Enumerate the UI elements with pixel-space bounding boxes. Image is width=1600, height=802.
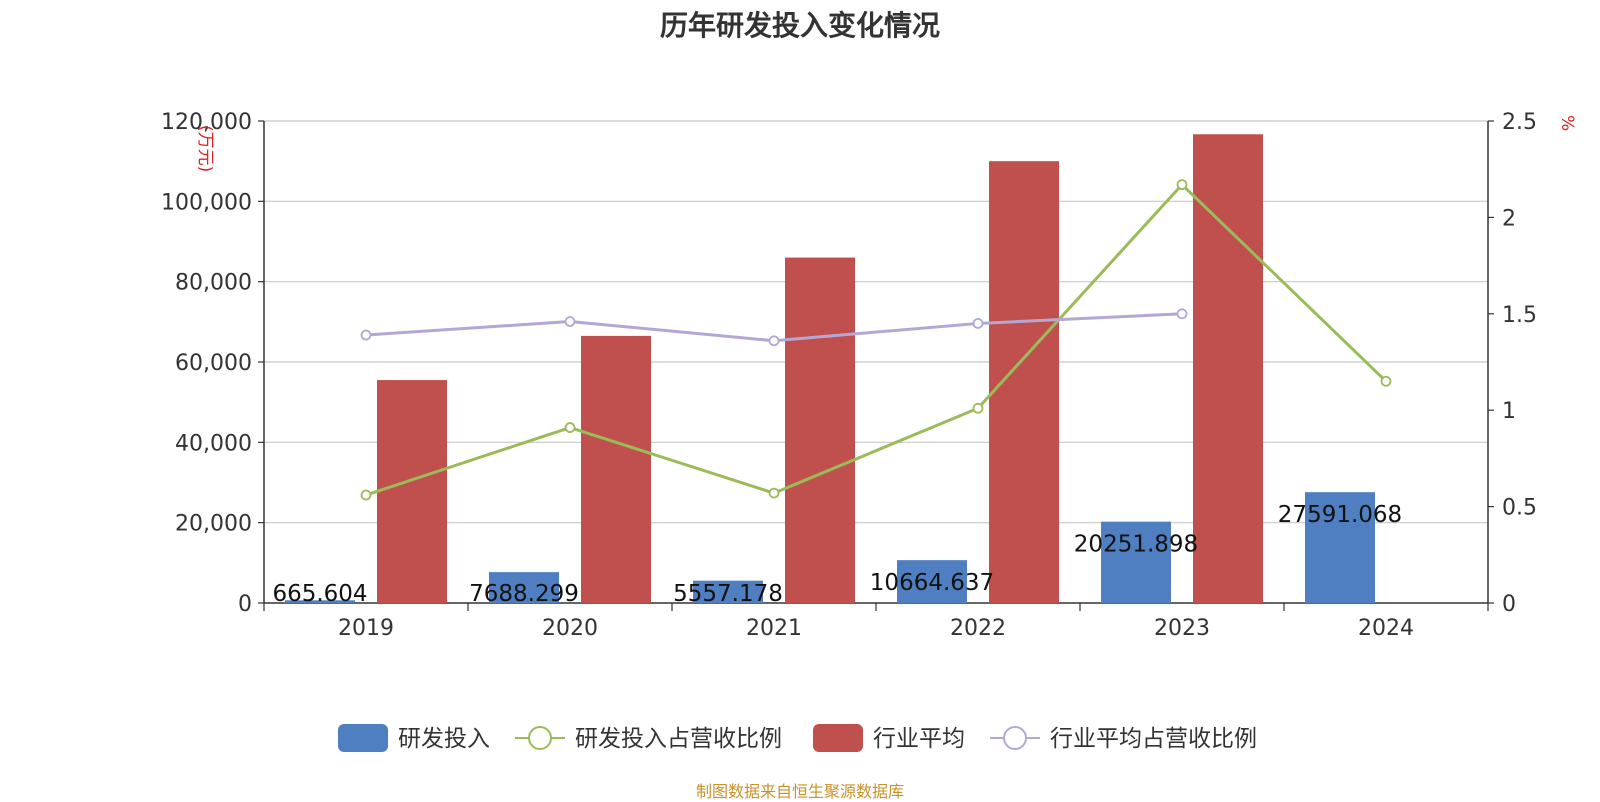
point-rd-ratio: [360, 489, 372, 501]
x-tick-label: 2021: [746, 616, 802, 641]
x-tick-label: 2020: [542, 616, 598, 641]
bar-industry-average: [785, 257, 855, 603]
y-left-tick-label: 0: [238, 592, 252, 617]
y-left-tick-label: 120,000: [161, 110, 252, 135]
x-tick-label: 2019: [338, 616, 394, 641]
legend-item: 研发投入: [338, 724, 490, 752]
bar-industry-average: [377, 380, 447, 603]
bar-data-label: 27591.068: [1278, 502, 1402, 528]
data-labels: 665.604 7688.299 5557.178 10664.637 20251.89…: [272, 502, 1402, 607]
bar-data-label: 665.604: [272, 581, 367, 607]
chart-title: 历年研发投入变化情况: [659, 9, 940, 42]
x-tick-label: 2023: [1154, 616, 1210, 641]
point-industry-ratio: [768, 335, 780, 347]
bars: [285, 134, 1375, 603]
bar-data-label: 7688.299: [469, 581, 579, 607]
axes: 0 20,000 40,000 60,000 80,000 100,000 120,000 0…: [161, 110, 1577, 641]
y-left-tick-label: 20,000: [175, 512, 252, 537]
point-rd-ratio: [1176, 179, 1188, 191]
bar-industry-average: [581, 335, 651, 603]
legend-item: 行业平均: [813, 724, 965, 752]
y-left-tick-label: 40,000: [175, 431, 252, 456]
x-tick-label: 2024: [1358, 616, 1414, 641]
y-right-tick-label: 0.5: [1502, 496, 1537, 521]
y-left-tick-label: 60,000: [175, 351, 252, 376]
y-left-tick-label: 80,000: [175, 271, 252, 296]
legend-label: 行业平均占营收比例: [1050, 726, 1257, 752]
bar-data-label: 5557.178: [673, 581, 783, 607]
x-tick-label: 2022: [950, 616, 1006, 641]
bar-rd-investment: [897, 560, 967, 603]
bar-rd-investment: [693, 580, 763, 603]
legend-item: 研发投入占营收比例: [515, 726, 782, 752]
legend: 研发投入 研发投入占营收比例 行业平均 行业平均占营收比例: [338, 724, 1257, 752]
bar-data-label: 20251.898: [1074, 532, 1198, 558]
y-right-tick-label: 2: [1502, 206, 1516, 231]
legend-swatch: [338, 724, 388, 752]
bar-industry-average: [989, 161, 1059, 603]
legend-item: 行业平均占营收比例: [990, 726, 1257, 752]
point-rd-ratio: [564, 422, 576, 433]
bar-data-label: 10664.637: [870, 570, 994, 596]
bar-rd-investment: [1101, 521, 1171, 603]
legend-swatch: [813, 724, 863, 752]
bar-rd-investment: [285, 600, 355, 603]
legend-marker: [528, 726, 552, 750]
point-industry-ratio: [360, 329, 372, 341]
point-industry-ratio: [1176, 308, 1188, 320]
point-rd-ratio: [972, 402, 984, 414]
y-right-tick-label: 2.5: [1502, 110, 1537, 135]
grid-lines: [264, 120, 1488, 524]
legend-label: 行业平均: [873, 726, 965, 752]
point-rd-ratio: [768, 487, 780, 499]
source-note: 制图数据来自恒生聚源数据库: [695, 782, 904, 801]
y-right-unit: %: [1557, 115, 1577, 131]
bar-rd-investment: [489, 572, 559, 603]
y-right-tick-label: 1.5: [1502, 303, 1537, 328]
y-left-tick-label: 100,000: [161, 190, 252, 215]
line-rd-ratio: [365, 182, 1388, 497]
point-industry-ratio: [564, 316, 576, 327]
point-industry-ratio: [972, 318, 984, 329]
y-right-tick-label: 0: [1502, 592, 1516, 617]
legend-label: 研发投入: [398, 726, 490, 752]
y-right-tick-label: 1: [1502, 399, 1516, 424]
legend-label: 研发投入占营收比例: [575, 726, 782, 752]
point-rd-ratio: [1380, 375, 1392, 387]
bar-rd-investment: [1305, 492, 1375, 603]
bar-industry-average: [1193, 134, 1263, 603]
y-left-unit: (万元): [195, 125, 215, 172]
legend-marker: [1003, 726, 1027, 750]
lines: [360, 179, 1392, 501]
